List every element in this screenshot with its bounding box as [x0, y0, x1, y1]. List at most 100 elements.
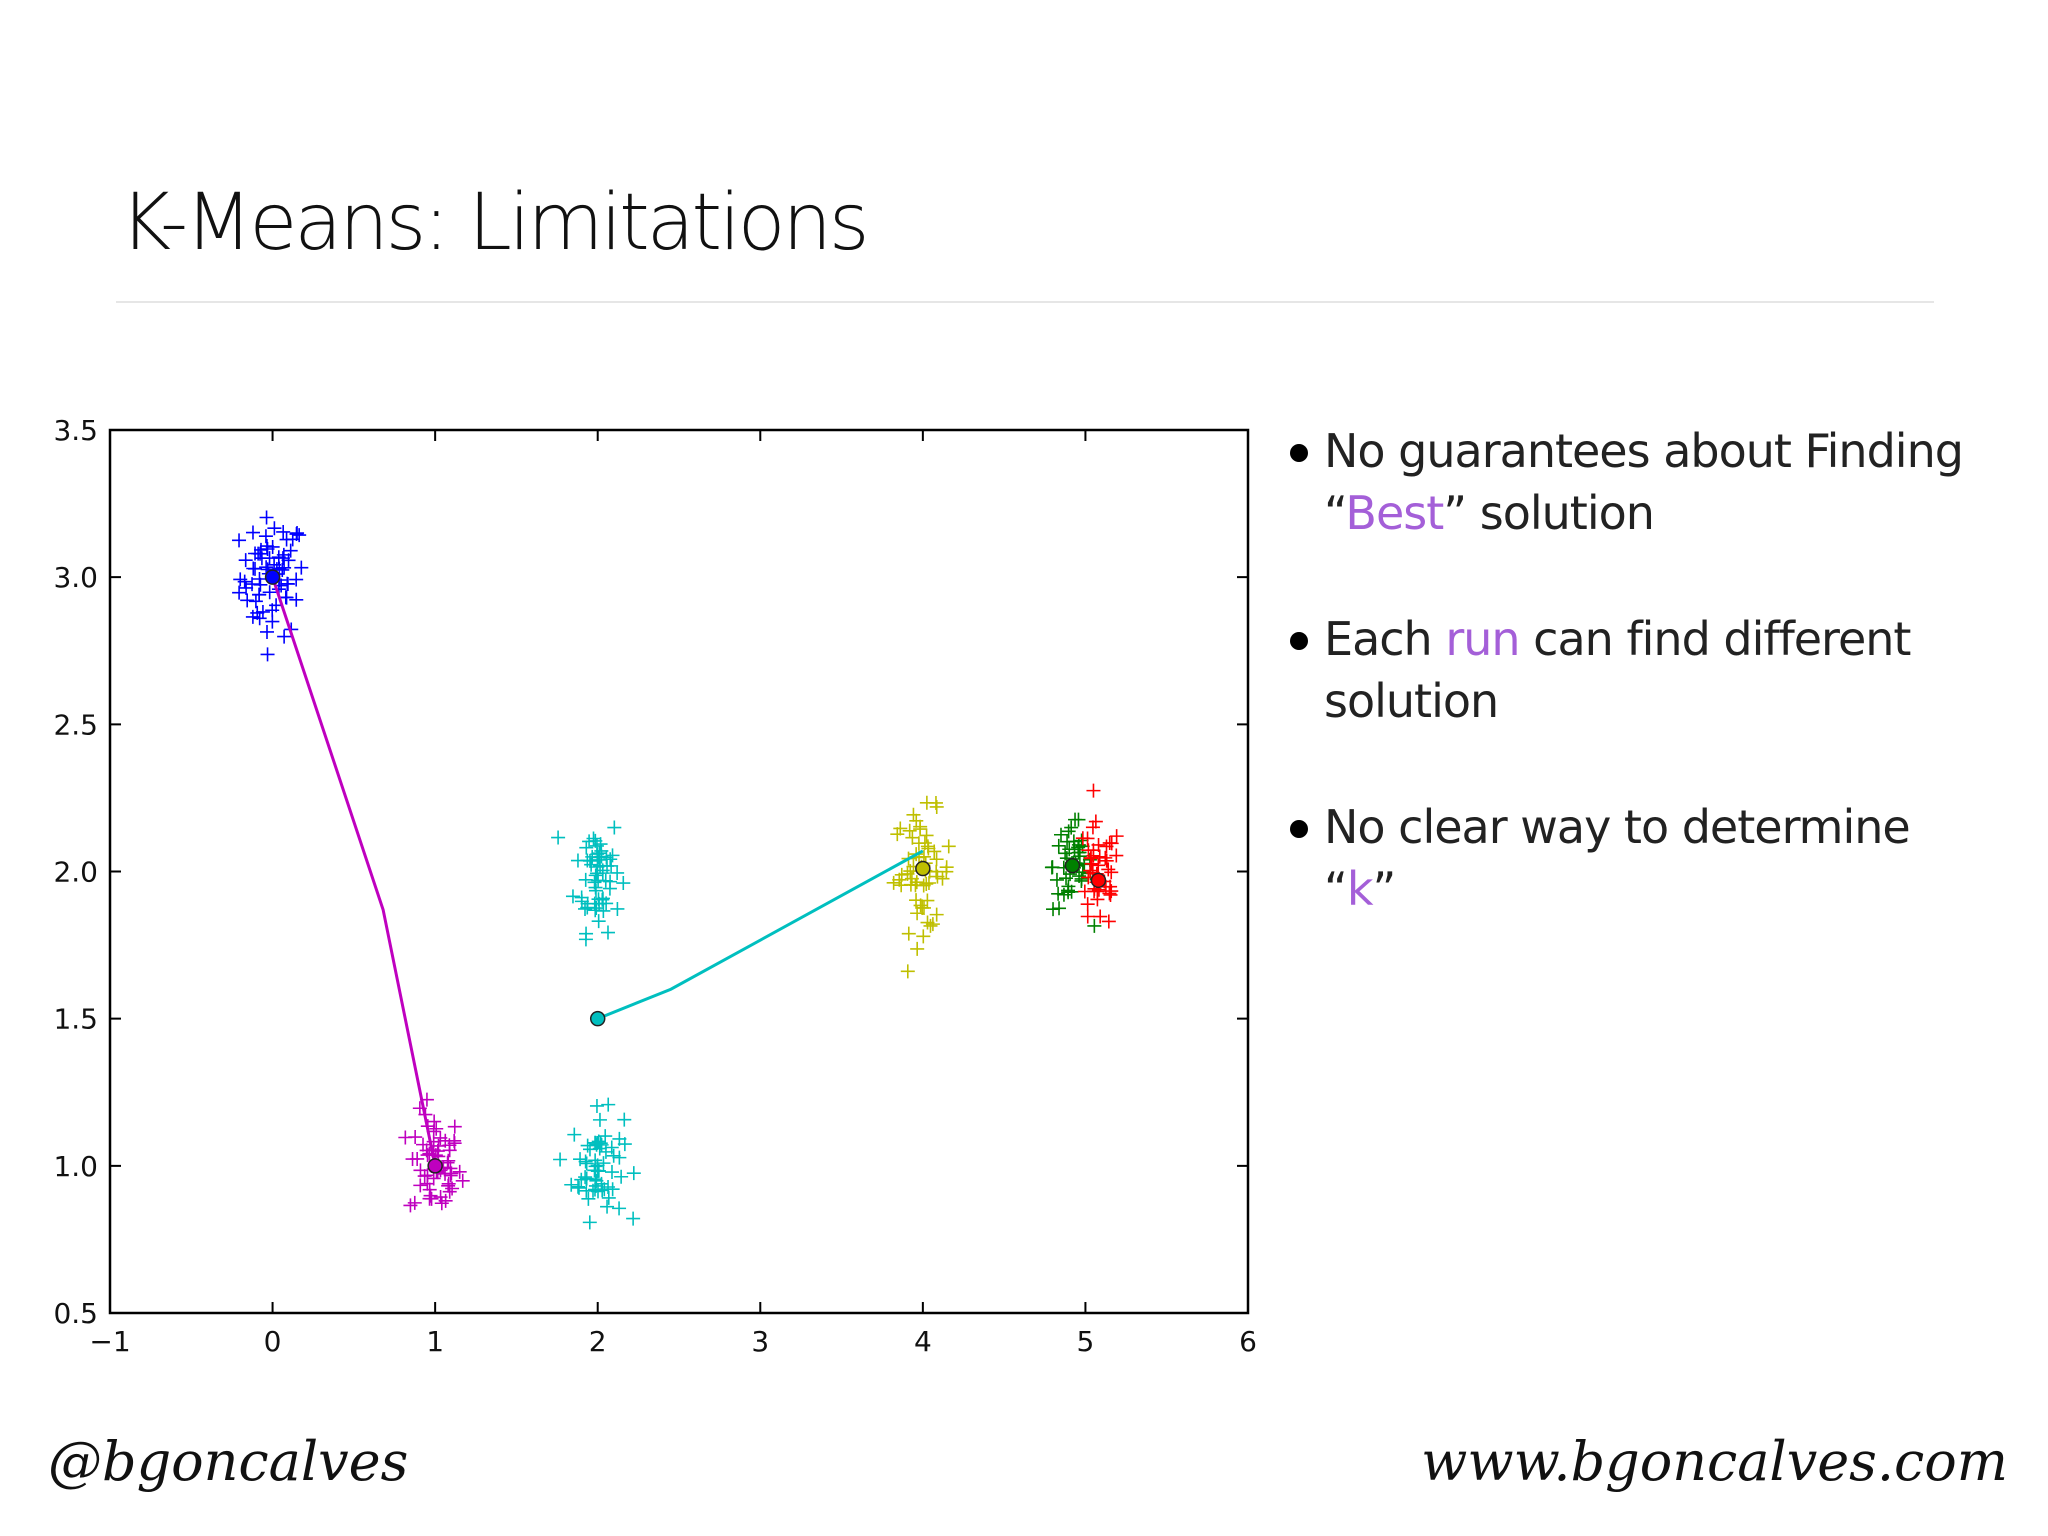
data-point-marker — [574, 1172, 589, 1187]
data-point-marker — [626, 1166, 641, 1181]
data-point-marker — [923, 918, 938, 933]
data-point-marker — [612, 1150, 627, 1165]
data-point-marker — [903, 864, 918, 879]
data-point-marker — [893, 821, 908, 836]
data-point-marker — [919, 795, 934, 810]
data-point-marker — [1049, 872, 1064, 887]
data-point-marker — [578, 872, 593, 887]
data-point-marker — [919, 828, 934, 843]
data-point-marker — [442, 1143, 457, 1158]
data-point-marker — [598, 873, 613, 888]
data-point-marker — [578, 1154, 593, 1169]
data-point-marker — [604, 1165, 619, 1180]
data-point-marker — [913, 898, 928, 913]
data-point-marker — [240, 593, 255, 608]
data-point-marker — [900, 964, 915, 979]
data-point-marker — [280, 576, 295, 591]
slide-title: K-Means: Limitations — [120, 178, 870, 268]
data-point-marker — [246, 561, 261, 576]
data-point-marker — [278, 590, 293, 605]
data-point-marker — [438, 1133, 453, 1148]
data-point-marker — [903, 877, 918, 892]
centroid-marker — [1064, 857, 1081, 874]
data-point-marker — [410, 1151, 425, 1166]
data-point-marker — [594, 1176, 609, 1191]
data-point-marker — [1046, 902, 1061, 917]
data-point-marker — [265, 614, 280, 629]
data-point-marker — [1086, 843, 1101, 858]
data-point-marker — [289, 592, 304, 607]
data-point-marker — [277, 629, 292, 644]
x-tick-label: 0 — [264, 1325, 282, 1358]
data-point-marker — [916, 878, 931, 893]
data-point-marker — [289, 572, 304, 587]
data-point-marker — [237, 574, 252, 589]
data-point-marker — [1051, 886, 1066, 901]
data-point-marker — [916, 900, 931, 915]
data-point-marker — [1077, 884, 1092, 899]
footer-handle: @bgoncalves — [48, 1430, 409, 1493]
data-point-marker — [916, 929, 931, 944]
data-point-marker — [1092, 849, 1107, 864]
data-point-marker — [920, 915, 935, 930]
data-point-marker — [589, 1098, 604, 1113]
data-point-marker — [567, 1127, 582, 1142]
data-point-marker — [1086, 783, 1101, 798]
data-point-marker — [252, 571, 267, 586]
x-tick-label: 2 — [589, 1325, 607, 1358]
data-point-marker — [1059, 871, 1074, 886]
data-point-marker — [570, 853, 585, 868]
data-point-marker — [276, 547, 291, 562]
centroid-marker — [915, 860, 931, 877]
data-point-marker — [259, 510, 274, 525]
data-point-marker — [588, 883, 603, 898]
y-tick-label: 3.5 — [53, 414, 98, 447]
data-point-marker — [579, 1183, 594, 1198]
data-point-marker — [935, 871, 950, 886]
data-point-marker — [250, 605, 265, 620]
data-point-marker — [248, 594, 263, 609]
data-point-marker — [424, 1191, 439, 1206]
y-tick-label: 0.5 — [53, 1297, 98, 1330]
data-point-marker — [239, 580, 254, 595]
highlight-best: Best — [1345, 486, 1444, 540]
data-point-marker — [589, 901, 604, 916]
data-point-marker — [1080, 909, 1095, 924]
data-point-marker — [591, 914, 606, 929]
data-point-marker — [614, 1169, 629, 1184]
data-point-marker — [277, 560, 292, 575]
y-tick-label: 3.0 — [53, 561, 98, 594]
data-point-marker — [441, 1153, 456, 1168]
data-point-marker — [591, 1184, 606, 1199]
data-point-marker — [255, 604, 270, 619]
data-point-marker — [407, 1195, 422, 1210]
data-point-marker — [588, 1135, 603, 1150]
data-point-marker — [1061, 824, 1076, 839]
data-point-marker — [579, 840, 594, 855]
bullet-item-each-run: Each run can find different solution — [1290, 608, 1990, 732]
data-point-marker — [429, 1121, 444, 1136]
data-point-marker — [596, 1156, 611, 1171]
data-point-marker — [571, 1179, 586, 1194]
footer-website: www.bgoncalves.com — [1421, 1430, 2008, 1493]
kmeans-scatter-plot: −1 0 1 2 3 4 5 6 0.5 1.0 1.5 2.0 2.5 3.0 3.5 — [53, 414, 1256, 1358]
data-point-marker — [1101, 914, 1116, 929]
data-point-marker — [553, 1152, 568, 1167]
data-point-marker — [595, 866, 610, 881]
data-point-marker — [913, 822, 928, 837]
data-point-marker — [604, 1140, 619, 1155]
x-tick-label: 5 — [1077, 1325, 1095, 1358]
data-point-marker — [591, 892, 606, 907]
data-point-marker — [581, 1191, 596, 1206]
data-point-marker — [601, 1190, 616, 1205]
data-point-marker — [452, 1164, 467, 1179]
data-point-marker — [929, 907, 944, 922]
data-point-marker — [258, 529, 273, 544]
data-point-marker — [626, 1211, 641, 1226]
data-point-marker — [565, 889, 580, 904]
data-point-marker — [910, 941, 925, 956]
data-point-marker — [1051, 838, 1066, 853]
data-point-marker — [1093, 909, 1108, 924]
data-point-marker — [607, 820, 622, 835]
data-point-marker — [433, 1190, 448, 1205]
